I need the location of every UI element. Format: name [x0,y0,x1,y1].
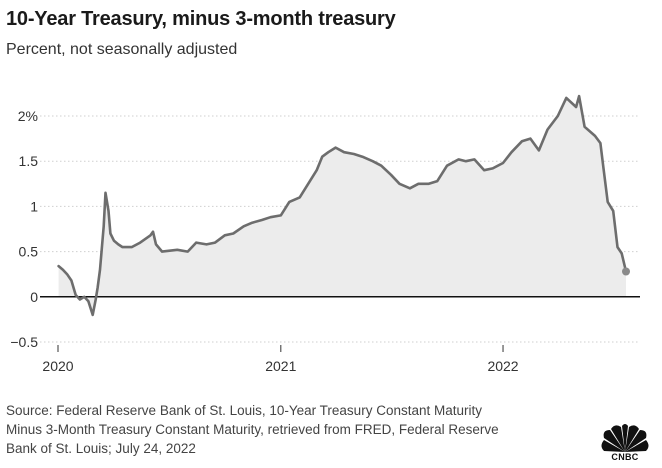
x-tick-label: 2021 [265,358,296,374]
cnbc-logo: CNBC [596,424,654,464]
series-line [57,94,630,317]
y-tick-label: 0.5 [19,244,39,260]
area-fill-shape [58,96,627,315]
chart-subtitle: Percent, not seasonally adjusted [6,41,238,58]
y-tick-label: 0 [30,289,38,305]
chart-title: 10-Year Treasury, minus 3-month treasury [6,8,396,30]
x-axis-ticks: 2020 2021 2022 [42,345,519,374]
source-line: Minus 3-Month Treasury Constant Maturity… [6,422,499,437]
peacock-logo-icon [601,424,649,452]
x-tick-label: 2022 [487,358,518,374]
y-tick-label: 1 [30,198,38,214]
x-tick-label: 2020 [42,358,73,374]
spread-line [57,94,628,317]
y-tick-label: 1.5 [19,153,39,169]
source-line: Source: Federal Reserve Bank of St. Loui… [6,403,482,418]
logo-wordmark: CNBC [611,452,639,462]
source-note: Source: Federal Reserve Bank of St. Loui… [6,401,586,458]
y-tick-label: −0.5 [10,334,38,350]
area-fill [58,96,627,315]
y-tick-label: 2% [18,108,38,124]
y-axis-ticks: 2% 1.5 1 0.5 0 −0.5 [10,108,38,350]
chart-area: 2% 1.5 1 0.5 0 −0.5 2020 2021 2022 [10,94,640,374]
source-line: Bank of St. Louis; July 24, 2022 [6,441,196,456]
last-value-point [622,267,630,276]
